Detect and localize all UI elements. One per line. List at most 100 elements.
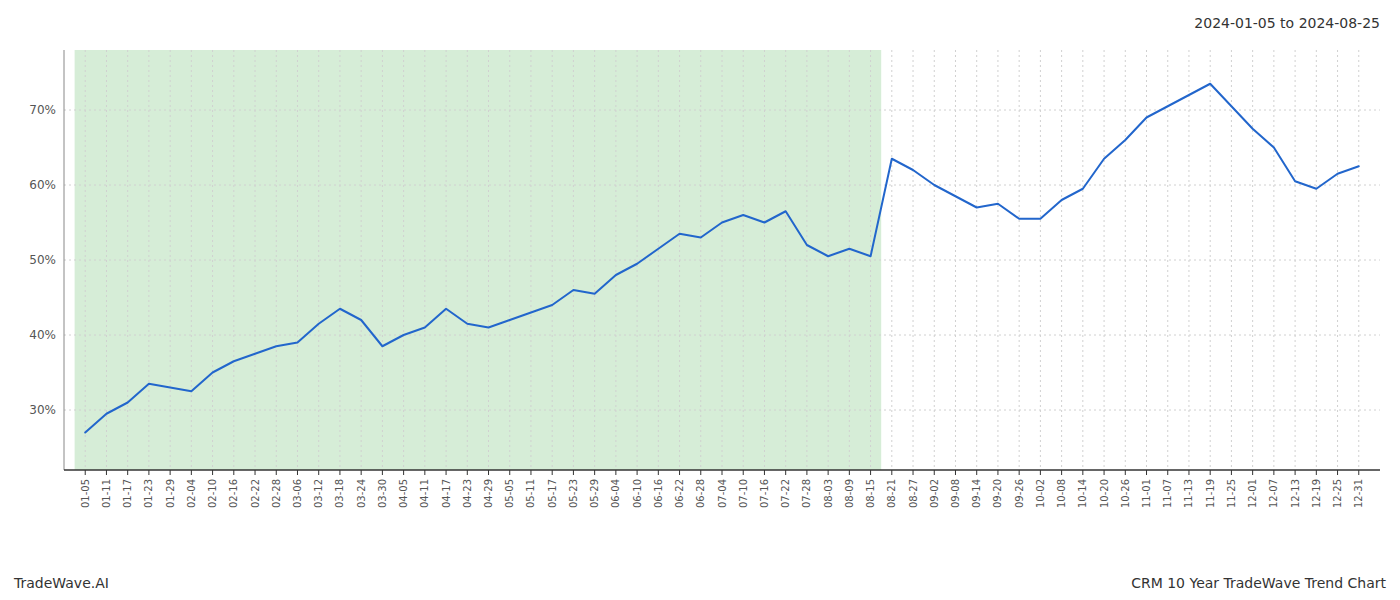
grid-line <box>382 50 383 470</box>
x-tick-label: 12-19 <box>1311 479 1322 508</box>
x-tick-label: 10-08 <box>1056 479 1067 508</box>
x-tick-label: 04-17 <box>441 479 452 508</box>
title: 2024-01-05 to 2024-08-25 <box>1194 15 1380 31</box>
grid-line <box>573 50 574 470</box>
grid-line <box>1337 50 1338 470</box>
x-tick-label: 07-28 <box>801 479 812 508</box>
grid-line <box>212 50 213 470</box>
grid-line <box>339 50 340 470</box>
x-tick-label: 10-14 <box>1077 479 1088 508</box>
grid-line <box>1316 50 1317 470</box>
x-tick-label: 09-02 <box>929 479 940 508</box>
grid-line <box>913 50 914 470</box>
grid-line <box>1061 50 1062 470</box>
x-tick-label: 12-07 <box>1268 479 1279 508</box>
x-tick-label: 01-11 <box>101 479 112 508</box>
x-tick-label: 11-13 <box>1183 479 1194 508</box>
x-tick-label: 09-26 <box>1014 479 1025 508</box>
grid-line <box>1082 50 1083 470</box>
x-tick-label: 02-28 <box>271 479 282 508</box>
x-tick-label: 10-26 <box>1120 479 1131 508</box>
grid-line <box>1104 50 1105 470</box>
x-tick-label: 08-27 <box>908 479 919 508</box>
grid-line <box>255 50 256 470</box>
grid-line <box>106 50 107 470</box>
x-tick-label: 02-04 <box>186 479 197 508</box>
grid-line <box>615 50 616 470</box>
grid-line <box>276 50 277 470</box>
grid-line <box>361 50 362 470</box>
grid-line <box>658 50 659 470</box>
chart: 30%40%50%60%70%01-0501-1101-1701-2301-29… <box>0 0 1400 600</box>
x-tick-label: 03-24 <box>356 479 367 508</box>
x-tick-label: 05-29 <box>589 479 600 508</box>
x-tick-label: 12-31 <box>1353 479 1364 508</box>
grid-line <box>85 50 86 470</box>
grid-line <box>1040 50 1041 470</box>
grid-line <box>1273 50 1274 470</box>
grid-line <box>976 50 977 470</box>
grid-line <box>1188 50 1189 470</box>
x-tick-label: 05-05 <box>504 479 515 508</box>
x-tick-label: 06-16 <box>653 479 664 508</box>
x-tick-label: 08-21 <box>886 479 897 508</box>
x-tick-label: 08-09 <box>844 479 855 508</box>
x-tick-label: 09-20 <box>992 479 1003 508</box>
grid-line <box>1125 50 1126 470</box>
x-tick-label: 10-20 <box>1099 479 1110 508</box>
x-tick-label: 07-16 <box>759 479 770 508</box>
grid-line <box>764 50 765 470</box>
grid-line <box>870 50 871 470</box>
x-tick-label: 03-18 <box>334 479 345 508</box>
series <box>85 84 1359 433</box>
grid-line <box>637 50 638 470</box>
x-tick-label: 07-22 <box>780 479 791 508</box>
x-tick-label: 11-07 <box>1162 479 1173 508</box>
x-tick-label: 08-15 <box>865 479 876 508</box>
grid-line <box>722 50 723 470</box>
grid <box>64 50 1380 470</box>
y-tick-label: 40% <box>29 328 56 342</box>
x-tick-label: 07-10 <box>738 479 749 508</box>
x-tick-label: 04-05 <box>398 479 409 508</box>
x-tick-label: 05-11 <box>525 479 536 508</box>
grid-line <box>233 50 234 470</box>
x-tick-label: 03-30 <box>377 479 388 508</box>
grid-line <box>191 50 192 470</box>
x-tick-label: 09-08 <box>950 479 961 508</box>
grid-line <box>828 50 829 470</box>
grid-line <box>446 50 447 470</box>
grid-line <box>1210 50 1211 470</box>
grid-line <box>934 50 935 470</box>
y-tick-label: 60% <box>29 178 56 192</box>
x-tick-label: 03-12 <box>313 479 324 508</box>
grid-line <box>1252 50 1253 470</box>
x-tick-label: 08-03 <box>823 479 834 508</box>
y-tick-label: 50% <box>29 253 56 267</box>
grid-line <box>1295 50 1296 470</box>
x-tick-label: 01-29 <box>165 479 176 508</box>
grid-line <box>467 50 468 470</box>
x-tick-label: 06-10 <box>632 479 643 508</box>
grid-line <box>891 50 892 470</box>
y-tick-label: 70% <box>29 103 56 117</box>
y-axis-line <box>64 50 65 470</box>
grid-line <box>403 50 404 470</box>
x-tick-label: 12-13 <box>1290 479 1301 508</box>
grid-line <box>955 50 956 470</box>
x-tick-label: 06-22 <box>674 479 685 508</box>
x-tick-label: 05-17 <box>547 479 558 508</box>
grid-line <box>806 50 807 470</box>
grid-line <box>1231 50 1232 470</box>
annotation: TradeWave.AI <box>13 575 109 591</box>
x-tick-label: 12-25 <box>1332 479 1343 508</box>
x-tick-label: 06-28 <box>695 479 706 508</box>
x-tick-label: 04-11 <box>419 479 430 508</box>
x-tick-label: 09-14 <box>971 479 982 508</box>
grid-line <box>743 50 744 470</box>
x-tick-label: 04-29 <box>483 479 494 508</box>
grid-line <box>148 50 149 470</box>
grid-line <box>700 50 701 470</box>
grid-line <box>170 50 171 470</box>
x-tick-label: 06-04 <box>610 479 621 508</box>
